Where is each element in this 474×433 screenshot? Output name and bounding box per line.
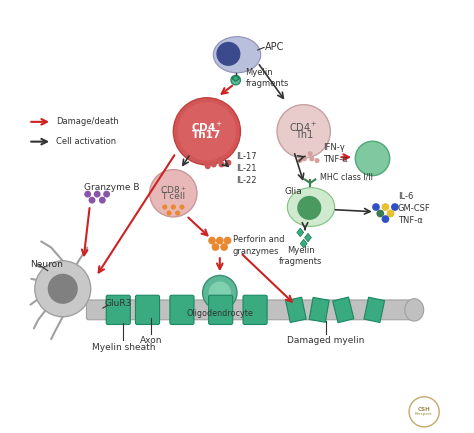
Polygon shape: [333, 297, 354, 323]
Text: Glia: Glia: [285, 187, 303, 196]
Circle shape: [202, 275, 237, 310]
Circle shape: [209, 281, 231, 304]
Text: CD8$^+$: CD8$^+$: [160, 184, 187, 196]
Polygon shape: [232, 75, 239, 81]
FancyBboxPatch shape: [170, 295, 194, 324]
Circle shape: [225, 160, 231, 166]
Circle shape: [178, 102, 236, 161]
Polygon shape: [309, 297, 329, 322]
Text: CSH: CSH: [418, 407, 430, 412]
Circle shape: [35, 261, 91, 317]
FancyBboxPatch shape: [209, 295, 233, 324]
FancyBboxPatch shape: [106, 295, 130, 324]
Circle shape: [211, 162, 217, 168]
Text: Cell activation: Cell activation: [56, 137, 117, 146]
Circle shape: [94, 191, 100, 197]
Text: CD4$^+$: CD4$^+$: [191, 120, 223, 133]
Polygon shape: [364, 297, 384, 323]
Circle shape: [376, 210, 384, 217]
Text: MHC class I/II: MHC class I/II: [319, 172, 373, 181]
Circle shape: [220, 243, 228, 251]
Circle shape: [277, 105, 330, 158]
Circle shape: [84, 191, 91, 197]
Circle shape: [175, 210, 180, 216]
Circle shape: [179, 204, 184, 210]
Text: Myelin
fragments: Myelin fragments: [279, 246, 322, 266]
Circle shape: [205, 163, 211, 169]
Circle shape: [48, 274, 78, 304]
Text: Myelin sheath: Myelin sheath: [91, 343, 155, 352]
Circle shape: [231, 75, 240, 85]
Text: Axon: Axon: [140, 336, 162, 345]
Text: IFN-γ
TNF-α: IFN-γ TNF-α: [323, 143, 348, 164]
Text: Neuron: Neuron: [30, 260, 63, 269]
Circle shape: [166, 210, 172, 216]
Circle shape: [103, 191, 110, 197]
Text: APC: APC: [265, 42, 285, 52]
Circle shape: [216, 42, 240, 66]
Circle shape: [219, 162, 225, 168]
Polygon shape: [297, 228, 304, 237]
Circle shape: [297, 196, 321, 220]
Circle shape: [99, 197, 106, 204]
Text: Damage/death: Damage/death: [56, 117, 119, 126]
Text: T cell: T cell: [161, 192, 185, 201]
Ellipse shape: [287, 187, 335, 226]
Text: Perforin and
granzymes: Perforin and granzymes: [233, 236, 284, 256]
Circle shape: [208, 237, 216, 245]
Circle shape: [356, 141, 390, 176]
Polygon shape: [300, 239, 307, 248]
Polygon shape: [286, 297, 306, 323]
Circle shape: [314, 158, 319, 163]
Circle shape: [171, 204, 176, 210]
Text: IL-17
IL-21
IL-22: IL-17 IL-21 IL-22: [236, 152, 257, 184]
FancyBboxPatch shape: [243, 295, 267, 324]
Circle shape: [301, 156, 307, 162]
Circle shape: [150, 170, 197, 217]
Text: CD4$^+$: CD4$^+$: [289, 121, 318, 134]
Text: Damaged myelin: Damaged myelin: [287, 336, 365, 345]
Circle shape: [211, 243, 219, 251]
Circle shape: [387, 210, 394, 217]
Text: Myelin
fragments: Myelin fragments: [246, 68, 289, 88]
Circle shape: [297, 158, 302, 163]
Text: Perspect.: Perspect.: [415, 412, 434, 417]
Circle shape: [309, 156, 314, 162]
Circle shape: [89, 197, 95, 204]
FancyBboxPatch shape: [136, 295, 160, 324]
Circle shape: [372, 203, 380, 211]
Ellipse shape: [405, 299, 424, 321]
Circle shape: [173, 98, 240, 165]
FancyBboxPatch shape: [86, 300, 412, 320]
Circle shape: [382, 215, 389, 223]
Text: Th17: Th17: [192, 130, 221, 140]
Circle shape: [216, 237, 224, 245]
Circle shape: [162, 204, 167, 210]
Text: GluR3: GluR3: [104, 299, 132, 308]
Text: Oligodendrocyte: Oligodendrocyte: [186, 309, 253, 318]
Ellipse shape: [213, 37, 261, 73]
Text: Th1: Th1: [294, 130, 313, 140]
Circle shape: [391, 203, 399, 211]
Circle shape: [382, 203, 389, 211]
Circle shape: [224, 237, 231, 245]
Polygon shape: [304, 233, 311, 242]
Circle shape: [308, 151, 313, 156]
Text: Granzyme B: Granzyme B: [84, 183, 139, 192]
Circle shape: [409, 397, 439, 427]
Text: IL-6
GM-CSF
TNF-α: IL-6 GM-CSF TNF-α: [398, 192, 431, 225]
Circle shape: [217, 157, 223, 163]
